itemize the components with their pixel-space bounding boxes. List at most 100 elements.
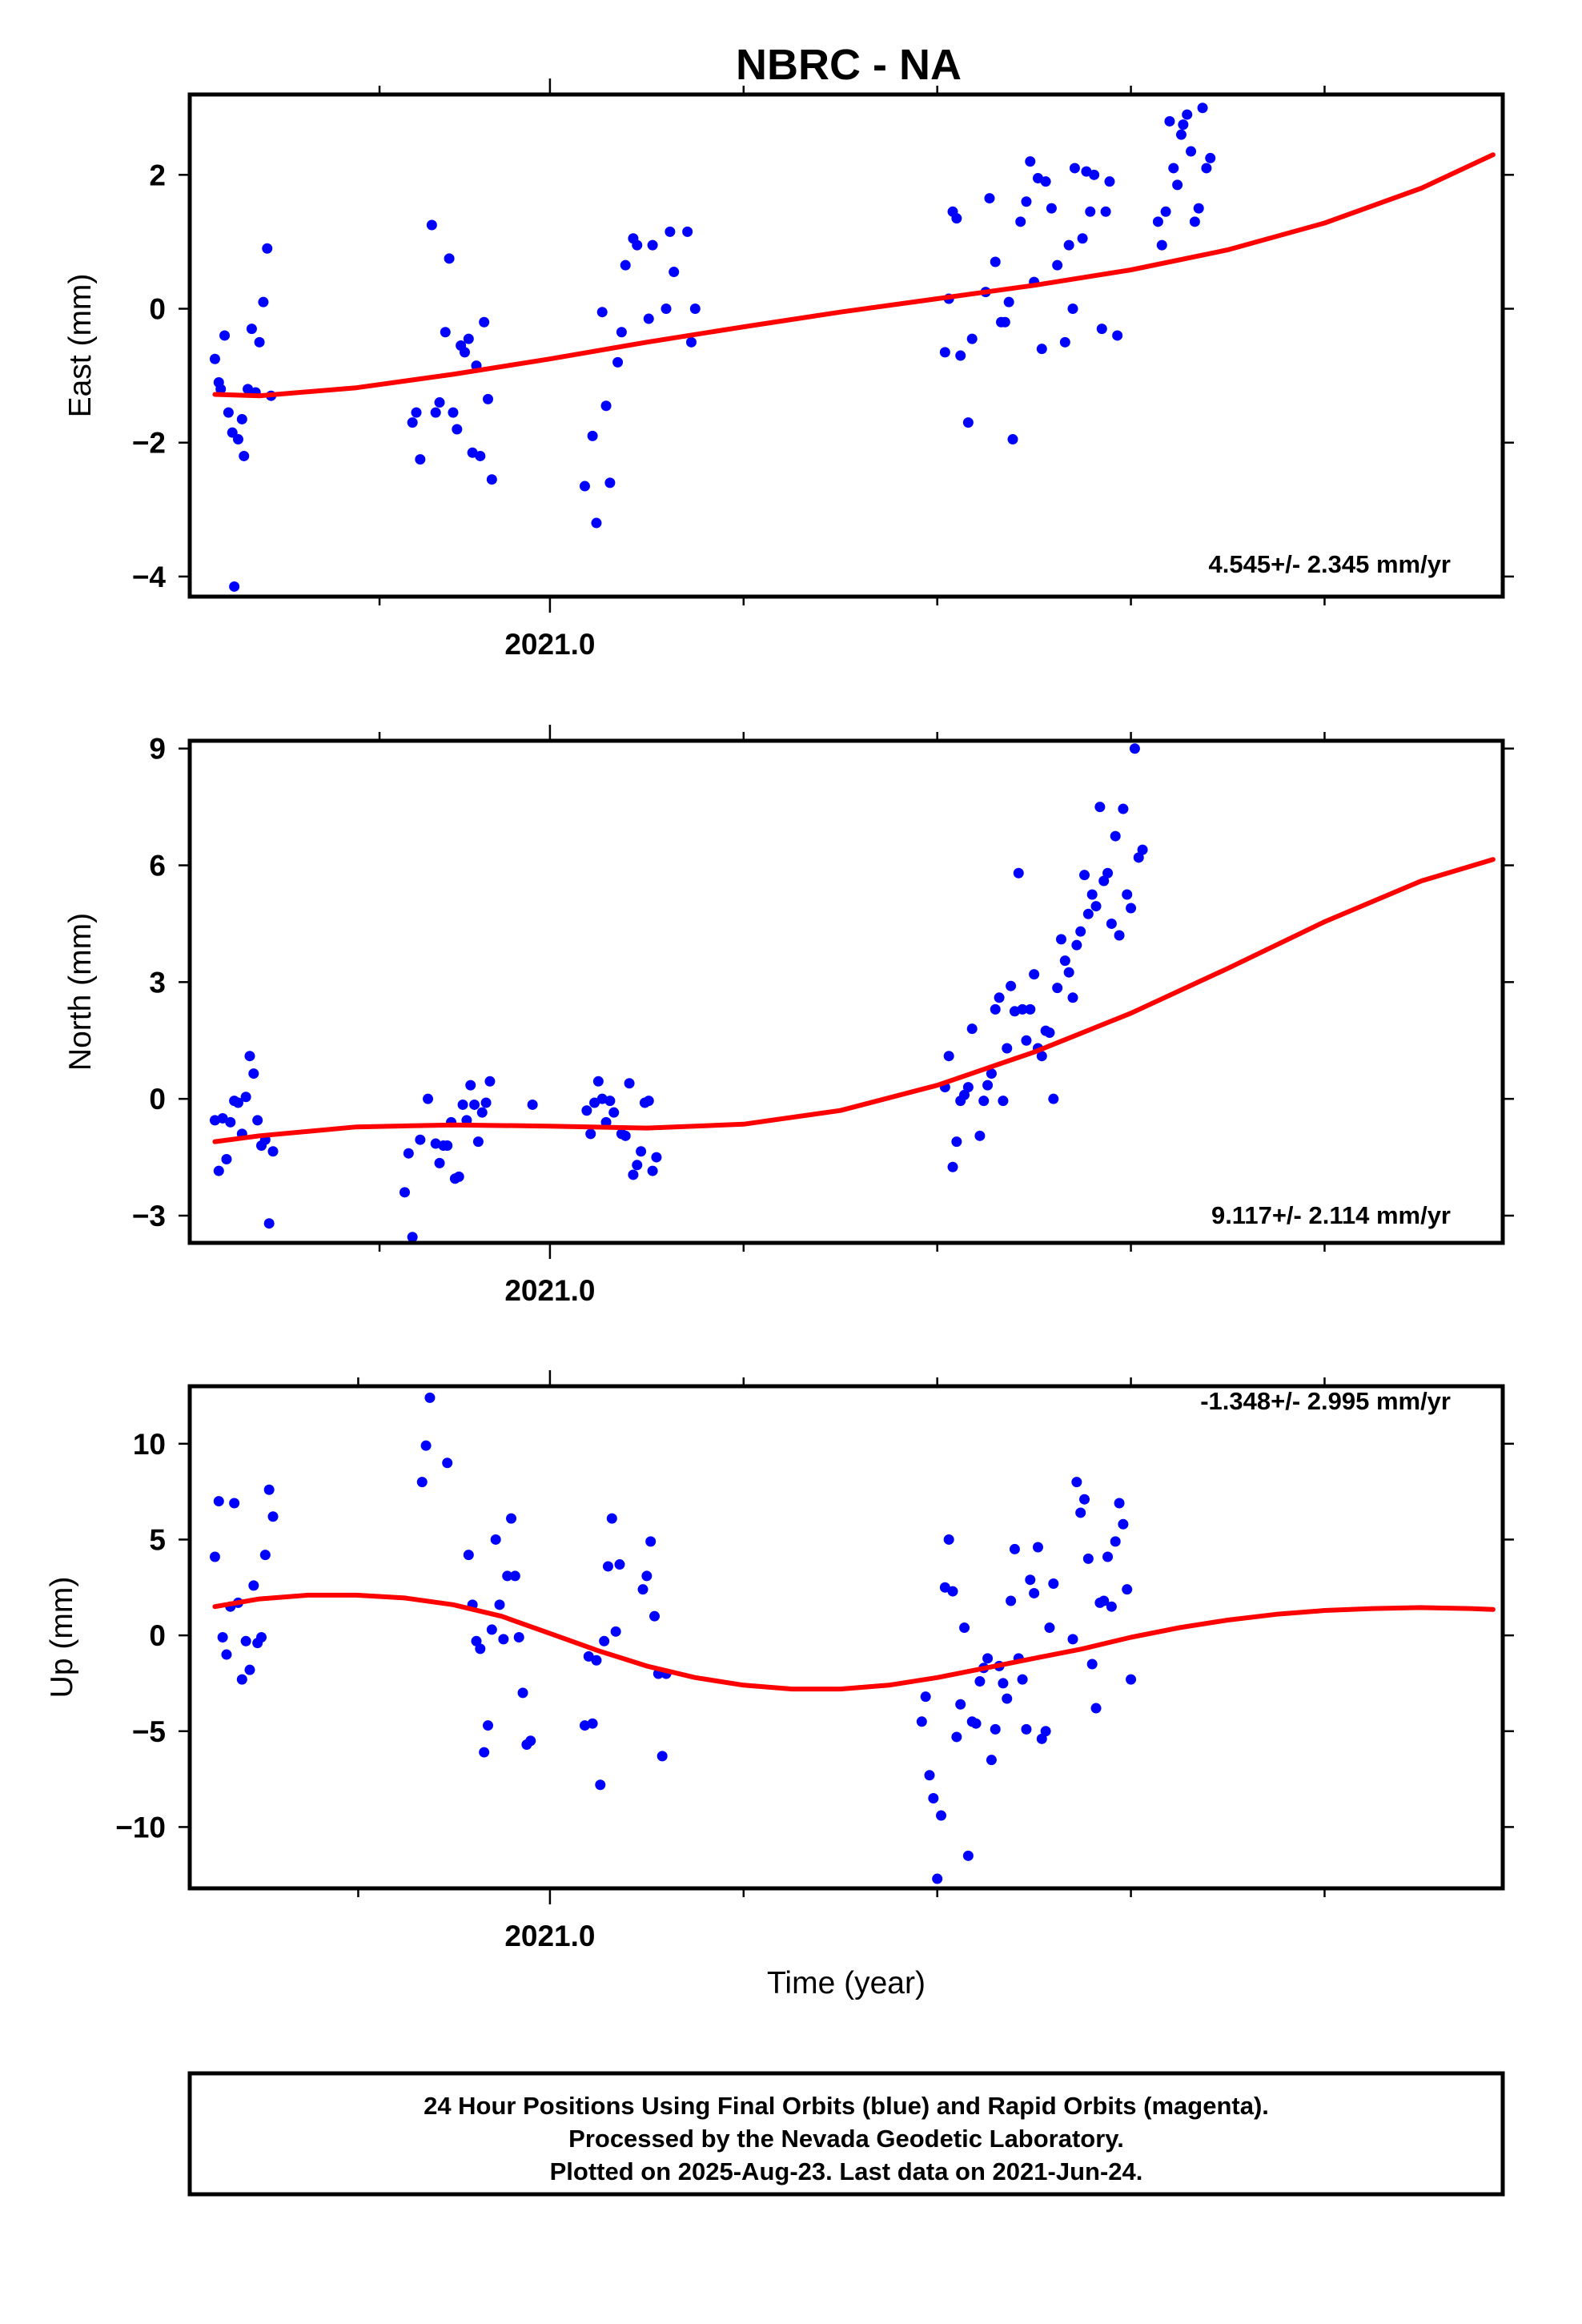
north-panel: −3 0 3 6 9 2021.0 North (mm) 9.117+/- 2.114 mm/… (63, 725, 1514, 1307)
rate-label: 9.117+/- 2.114 mm/yr (1211, 1201, 1451, 1229)
data-point (490, 1534, 501, 1545)
data-point (606, 1513, 617, 1524)
data-point (1032, 1542, 1043, 1553)
data-point (1071, 939, 1082, 951)
data-point (1077, 233, 1088, 244)
data-point (951, 213, 962, 224)
data-point (665, 226, 676, 237)
data-point (244, 1051, 255, 1062)
data-point (513, 1632, 524, 1642)
data-point (1017, 1674, 1028, 1685)
y-tick-label: −10 (115, 1811, 166, 1844)
data-point (1067, 992, 1078, 1003)
data-point (240, 1635, 251, 1647)
data-point (1046, 203, 1057, 214)
data-point (1090, 1703, 1102, 1714)
data-point (1114, 930, 1125, 941)
up-panel: −10 −5 0 5 10 2021.0 Up (mm) -1.348+/- 2.995 mm… (45, 1370, 1514, 1952)
data-point (610, 1626, 621, 1637)
data-point (1040, 1726, 1051, 1737)
data-point (1106, 918, 1117, 929)
data-point (587, 430, 598, 441)
data-point (1002, 1043, 1013, 1054)
data-point (471, 1635, 482, 1647)
data-point (442, 1140, 453, 1151)
data-point (267, 1146, 279, 1157)
data-point (1193, 203, 1204, 214)
data-point (480, 1097, 492, 1108)
data-point (475, 1643, 486, 1655)
data-point (483, 393, 494, 404)
y-tick-label: 0 (149, 1619, 166, 1652)
data-point (465, 1080, 476, 1091)
data-point (959, 1622, 970, 1634)
data-point (581, 1105, 592, 1116)
y-tick-label: −4 (132, 561, 167, 593)
data-point (1003, 296, 1014, 308)
data-point (1036, 1051, 1047, 1062)
data-point (1063, 239, 1074, 251)
data-point (517, 1687, 528, 1699)
data-point (1082, 1553, 1094, 1564)
data-point (407, 1232, 418, 1243)
data-point (262, 243, 273, 254)
data-point (966, 1023, 978, 1035)
data-point (1085, 206, 1096, 217)
data-point (463, 333, 474, 344)
data-point (620, 1130, 631, 1141)
data-point (259, 1550, 271, 1561)
data-point (267, 1511, 279, 1522)
fit-line (212, 152, 1496, 399)
east-panel: −4 −2 0 2 2021.0 East (mm) 4.545+/- 2.345 mm/y… (63, 78, 1514, 661)
fit-line (212, 1592, 1496, 1692)
data-point (1002, 1693, 1013, 1704)
fit-line (212, 857, 1496, 1144)
data-point (970, 1718, 982, 1729)
data-point (1021, 1723, 1032, 1735)
data-point (587, 1718, 598, 1729)
data-point (1025, 156, 1036, 167)
data-point (951, 1731, 962, 1743)
data-point (258, 296, 269, 308)
data-point (632, 1160, 643, 1171)
data-point (595, 1779, 606, 1791)
data-point (1186, 146, 1197, 157)
data-point (452, 424, 463, 435)
data-point (585, 1128, 596, 1140)
data-point (647, 1165, 658, 1176)
data-point (1156, 239, 1167, 251)
data-point (651, 1152, 662, 1163)
data-point (998, 1678, 1009, 1689)
data-point (1052, 259, 1063, 271)
data-point (420, 1440, 432, 1451)
data-point (1172, 179, 1183, 191)
data-point (254, 336, 265, 348)
y-tick-label: 3 (149, 966, 166, 999)
data-point (403, 1148, 414, 1159)
data-point (434, 1157, 445, 1168)
data-point (1129, 743, 1140, 754)
data-point (217, 1112, 228, 1124)
data-point (955, 350, 966, 361)
data-point (1100, 206, 1111, 217)
data-point (217, 1632, 228, 1642)
data-point (1044, 1027, 1055, 1039)
data-point (920, 1691, 931, 1703)
data-point (252, 1115, 263, 1126)
data-point (632, 239, 643, 251)
data-point (1059, 336, 1070, 348)
data-point (1118, 1518, 1129, 1530)
data-point (1071, 1477, 1082, 1488)
data-point (616, 327, 627, 338)
data-point (966, 333, 978, 344)
footer-box (187, 2071, 1505, 2197)
data-point (1079, 870, 1090, 881)
data-point (600, 400, 612, 412)
data-point (1025, 1003, 1036, 1015)
y-tick-label: 10 (133, 1428, 166, 1461)
plot-area (209, 743, 1496, 1243)
data-point (1175, 129, 1186, 140)
data-point (596, 307, 608, 318)
data-point (1036, 1733, 1047, 1744)
